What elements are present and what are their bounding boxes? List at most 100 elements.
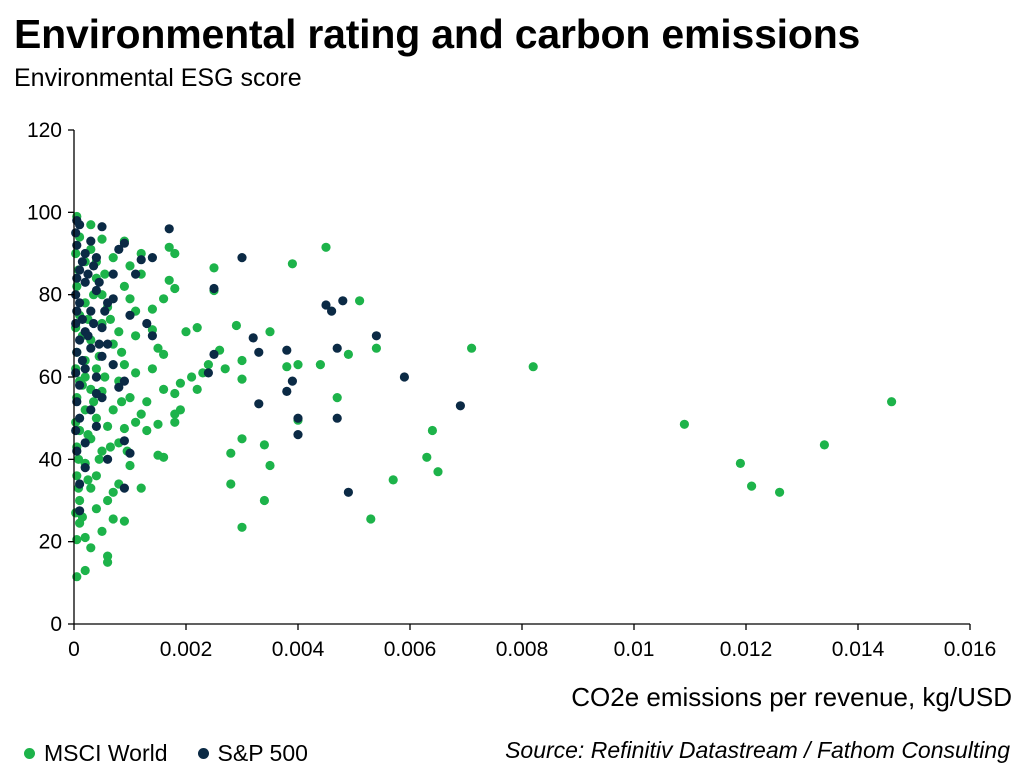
point-sp-500-89 [91,388,101,399]
point-sp-500-8 [321,300,331,310]
point-sp-500-50 [86,405,96,415]
point-sp-500-46 [91,421,101,431]
point-msci-world-69 [131,331,141,341]
point-sp-500-70 [71,228,81,238]
y-tick-label-3: 60 [39,366,62,389]
point-msci-world-53 [159,294,169,304]
point-sp-500-0 [455,401,465,411]
point-sp-500-29 [119,436,129,446]
point-msci-world-80 [119,423,129,434]
y-tick-label-6: 120 [27,119,62,142]
point-msci-world-33 [226,448,236,458]
point-msci-world-15 [343,349,353,359]
x-tick-label-5: 0.01 [614,638,655,661]
point-sp-500-77 [77,355,87,366]
point-msci-world-71 [131,368,141,378]
point-sp-500-16 [248,333,258,343]
point-msci-world-21 [287,259,297,269]
point-msci-world-154 [105,314,115,324]
point-sp-500-39 [97,222,107,232]
x-tick-label-3: 0.006 [384,638,437,661]
point-sp-500-12 [282,386,292,396]
point-msci-world-153 [105,442,115,452]
point-msci-world-54 [159,349,169,359]
point-msci-world-150 [94,454,104,464]
point-msci-world-109 [86,483,96,493]
series-sp-500 [71,216,465,516]
point-msci-world-82 [114,327,124,337]
point-msci-world-96 [97,234,107,244]
point-msci-world-55 [159,384,169,394]
point-sp-500-75 [77,257,87,267]
point-sp-500-60 [75,380,85,390]
point-sp-500-38 [103,454,113,464]
point-msci-world-41 [192,384,202,394]
point-sp-500-14 [254,399,264,409]
point-msci-world-92 [103,557,113,567]
point-msci-world-23 [265,327,275,337]
point-msci-world-7 [467,343,477,353]
point-sp-500-18 [209,283,219,294]
point-msci-world-49 [170,283,180,294]
point-msci-world-156 [117,397,127,407]
point-sp-500-85 [131,269,141,279]
point-sp-500-82 [94,277,104,287]
point-msci-world-47 [170,409,180,419]
point-msci-world-45 [175,378,185,388]
chart-axes: 0 20 40 60 80 100 120 0 0.002 0.004 0.006 0.008 0.01… [27,119,996,661]
point-msci-world-40 [192,323,202,333]
point-msci-world-99 [97,526,107,537]
point-sp-500-59 [75,335,85,345]
point-msci-world-5 [679,419,690,429]
point-sp-500-33 [114,244,124,254]
y-tick-label-4: 80 [39,284,62,307]
legend-label-sp-500: S&P 500 [217,740,308,766]
point-sp-500-22 [147,253,157,263]
y-tick-label-0: 0 [50,613,62,636]
point-msci-world-63 [142,397,152,407]
point-sp-500-34 [108,360,118,370]
point-msci-world-14 [355,296,365,306]
point-sp-500-25 [136,255,146,265]
point-sp-500-13 [282,345,292,355]
point-sp-500-83 [94,339,104,349]
legend: MSCI World S&P 500 [24,738,338,768]
point-sp-500-87 [80,463,90,473]
point-msci-world-87 [108,487,118,497]
source-note: Source: Refinitiv Datastream / Fathom Co… [505,737,1010,763]
point-msci-world-56 [153,343,163,353]
point-sp-500-23 [147,331,157,341]
point-msci-world-122 [75,495,85,506]
point-sp-500-43 [91,253,101,263]
point-msci-world-51 [164,242,174,252]
point-sp-500-30 [119,483,129,493]
legend-item-sp-500: S&P 500 [197,738,308,768]
point-sp-500-7 [327,306,337,316]
point-sp-500-73 [71,368,81,378]
point-sp-500-45 [91,372,101,382]
point-msci-world-31 [231,320,241,331]
point-msci-world-16 [332,393,342,403]
point-msci-world-11 [388,475,398,485]
point-msci-world-79 [119,516,129,526]
x-tick-label-6: 0.012 [720,638,773,661]
point-msci-world-73 [125,261,135,271]
point-sp-500-19 [209,349,219,359]
point-sp-500-42 [97,351,107,361]
point-sp-500-88 [75,479,85,489]
point-sp-500-81 [89,318,99,329]
point-msci-world-10 [422,452,432,462]
point-msci-world-30 [237,355,247,366]
point-sp-500-78 [83,269,93,279]
point-msci-world-133 [71,248,81,259]
x-tick-label-4: 0.008 [496,638,549,661]
point-sp-500-49 [86,343,96,353]
chart-subtitle: Environmental ESG score [14,64,302,92]
point-sp-500-3 [338,296,348,306]
point-sp-500-55 [80,438,90,448]
point-sp-500-17 [237,253,247,263]
point-msci-world-81 [119,360,129,370]
point-sp-500-44 [91,285,101,296]
legend-swatch-sp-500 [197,747,209,759]
